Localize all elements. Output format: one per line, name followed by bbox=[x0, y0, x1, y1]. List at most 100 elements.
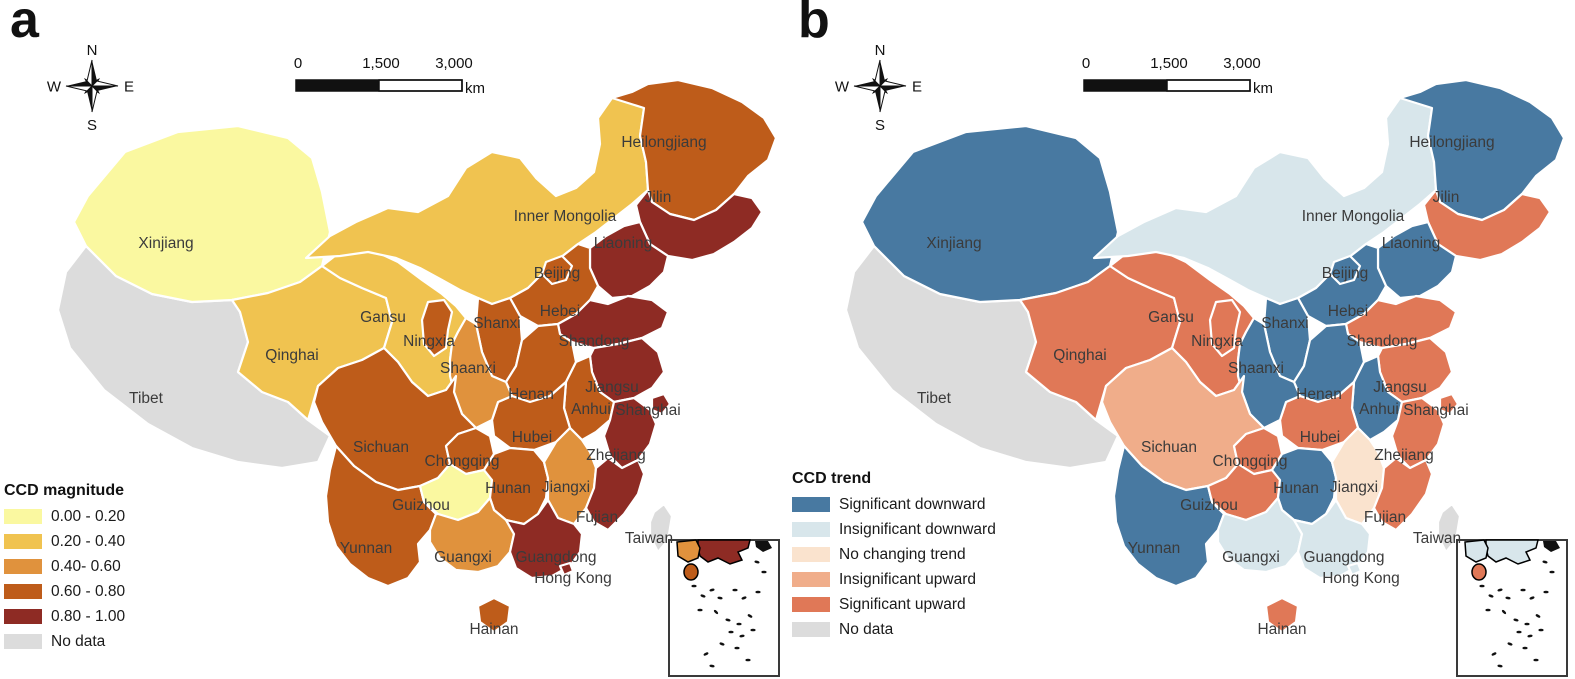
inset-islet bbox=[745, 658, 751, 662]
legend-title: CCD trend bbox=[792, 470, 872, 487]
province-label-hong-kong: Hong Kong bbox=[534, 570, 612, 587]
legend-swatch bbox=[4, 534, 42, 549]
province-label-hainan: Hainan bbox=[1257, 621, 1306, 638]
scale-tick: 0 bbox=[294, 55, 302, 72]
compass-south-label: S bbox=[875, 117, 885, 134]
inset-islet bbox=[709, 664, 715, 668]
inset-islet bbox=[1524, 622, 1530, 626]
legend-swatch bbox=[792, 497, 830, 512]
province-label-hubei: Hubei bbox=[1300, 429, 1341, 446]
legend-item-label: Insignificant upward bbox=[839, 570, 976, 588]
legend-item-label: 0.00 - 0.20 bbox=[51, 507, 126, 525]
province-label-jiangsu: Jiangsu bbox=[585, 379, 638, 396]
compass-east-label: E bbox=[912, 79, 922, 96]
inset-islet bbox=[1543, 541, 1560, 552]
province-label-beijing: Beijing bbox=[534, 265, 581, 282]
province-ningxia bbox=[1208, 298, 1242, 358]
legend-item-label: 0.60 - 0.80 bbox=[51, 582, 126, 600]
province-label-shanxi: Shanxi bbox=[1261, 315, 1308, 332]
inset-islet bbox=[1520, 588, 1526, 592]
province-label-shandong: Shandong bbox=[559, 333, 630, 350]
province-label-shanghai: Shanghai bbox=[615, 402, 681, 419]
legend-swatch bbox=[792, 547, 830, 562]
inset-islet bbox=[713, 609, 719, 615]
compass-rose-icon: N E S W bbox=[47, 42, 134, 134]
legend-item-label: 0.40- 0.60 bbox=[51, 557, 121, 575]
legend-item-label: Insignificant downward bbox=[839, 520, 996, 538]
compass-north-label: N bbox=[875, 42, 886, 59]
inset-islet bbox=[1507, 642, 1513, 646]
province-label-shaanxi: Shaanxi bbox=[440, 360, 496, 377]
inset-islet bbox=[1505, 596, 1511, 600]
province-label-hebei: Hebei bbox=[1328, 303, 1369, 320]
inset-islet bbox=[719, 642, 725, 646]
province-label-gansu: Gansu bbox=[360, 309, 406, 326]
province-labels: Tibet Xinjiang Qinghai Gansu Inner Mongolia H… bbox=[129, 134, 707, 638]
inset-islet bbox=[755, 590, 761, 594]
province-label-shanghai: Shanghai bbox=[1403, 402, 1469, 419]
inset-islet bbox=[736, 622, 742, 626]
compass-north-label: N bbox=[87, 42, 98, 59]
province-label-hainan: Hainan bbox=[469, 621, 518, 638]
province-label-hebei: Hebei bbox=[540, 303, 581, 320]
province-beijing bbox=[540, 254, 574, 286]
province-label-sichuan: Sichuan bbox=[353, 439, 409, 456]
inset-islet bbox=[761, 570, 767, 574]
china-map bbox=[56, 78, 778, 634]
legend-item-label: No data bbox=[51, 632, 106, 650]
legend-swatch bbox=[4, 609, 42, 624]
inset-islet bbox=[1538, 628, 1544, 632]
province-shandong bbox=[556, 294, 670, 350]
scale-tick: 0 bbox=[1082, 55, 1090, 72]
legend-swatch bbox=[792, 522, 830, 537]
legend-swatch bbox=[4, 634, 42, 649]
province-label-zhejiang: Zhejiang bbox=[1374, 447, 1433, 464]
compass-rose-icon: N E S W bbox=[835, 42, 922, 134]
scale-unit: km bbox=[465, 80, 485, 97]
province-heilongjiang bbox=[1398, 78, 1566, 222]
panel-a-legend: CCD magnitude 0.00 - 0.20 0.20 - 0.40 0.40-… bbox=[4, 482, 125, 654]
inset-islet bbox=[1497, 664, 1503, 668]
province-yunnan bbox=[324, 444, 438, 588]
province-label-heilongjiang: Heilongjiang bbox=[621, 134, 706, 151]
province-label-hong-kong: Hong Kong bbox=[1322, 570, 1400, 587]
province-label-xinjiang: Xinjiang bbox=[138, 235, 193, 252]
legend-item-label: Significant downward bbox=[839, 495, 986, 513]
province-guangxi bbox=[1216, 496, 1304, 574]
province-hainan bbox=[1264, 596, 1300, 634]
legend-item: No data bbox=[792, 617, 996, 642]
panel-b: b Tibet Xinjiang Qinghai Gansu Inner Mongoli… bbox=[788, 0, 1575, 679]
province-label-hubei: Hubei bbox=[512, 429, 553, 446]
legend-swatch bbox=[792, 572, 830, 587]
inset-islet bbox=[697, 608, 703, 612]
province-label-liaoning: Liaoning bbox=[594, 235, 653, 252]
scale-tick: 1,500 bbox=[362, 55, 400, 72]
legend-swatch bbox=[4, 584, 42, 599]
province-hong-kong bbox=[558, 561, 575, 577]
province-label-fujian: Fujian bbox=[1364, 509, 1406, 526]
province-label-inner-mongolia: Inner Mongolia bbox=[514, 208, 617, 225]
legend-item: No changing trend bbox=[792, 542, 996, 567]
legend-item: 0.60 - 0.80 bbox=[4, 579, 125, 604]
panel-b-map: Tibet Xinjiang Qinghai Gansu Inner Mongolia H… bbox=[835, 42, 1568, 677]
inset-islet bbox=[1529, 596, 1535, 600]
province-label-guangdong: Guangdong bbox=[515, 549, 596, 566]
south-china-sea-inset bbox=[1456, 539, 1568, 677]
province-shanghai bbox=[650, 392, 672, 416]
province-label-taiwan: Taiwan bbox=[1413, 530, 1461, 547]
legend-item: Significant upward bbox=[792, 592, 996, 617]
scale-unit: km bbox=[1253, 80, 1273, 97]
legend-item: Insignificant upward bbox=[792, 567, 996, 592]
legend-swatch bbox=[792, 597, 830, 612]
china-map bbox=[844, 78, 1566, 634]
panel-a-map: Tibet Xinjiang Qinghai Gansu Inner Mongolia H… bbox=[47, 42, 780, 677]
legend-item-label: Significant upward bbox=[839, 595, 966, 613]
province-taiwan bbox=[648, 502, 674, 554]
province-label-hunan: Hunan bbox=[1273, 480, 1319, 497]
panel-a-letter: a bbox=[10, 0, 39, 49]
compass-west-label: W bbox=[835, 79, 850, 96]
legend-item: 0.80 - 1.00 bbox=[4, 604, 125, 629]
province-taiwan bbox=[1436, 502, 1462, 554]
province-shandong bbox=[1344, 294, 1458, 350]
